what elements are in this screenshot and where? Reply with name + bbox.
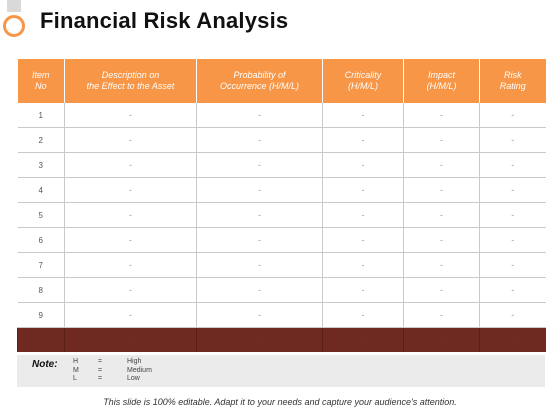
- footer-cell: -: [479, 327, 546, 352]
- cell-probability: -: [196, 127, 323, 153]
- cell-description: -: [64, 252, 197, 278]
- cell-criticality: -: [322, 177, 404, 203]
- table-footer-row: - - - - -: [17, 327, 546, 352]
- cell-risk-rating: -: [479, 277, 546, 303]
- table-row: 6 - - - - -: [17, 227, 546, 253]
- cell-description: -: [64, 302, 197, 328]
- table-row: 4 - - - - -: [17, 177, 546, 203]
- cell-impact: -: [403, 302, 480, 328]
- cell-item-no: 8: [17, 277, 65, 303]
- footer-cell: -: [322, 327, 404, 352]
- footer-cell: [17, 327, 65, 352]
- cell-risk-rating: -: [479, 302, 546, 328]
- page-title: Financial Risk Analysis: [40, 8, 289, 33]
- cell-probability: -: [196, 277, 323, 303]
- table-row: 1 - - - - -: [17, 103, 546, 128]
- cell-description: -: [64, 202, 197, 228]
- footer-cell: -: [196, 327, 323, 352]
- legend-equals: =: [98, 375, 103, 382]
- cell-item-no: 7: [17, 252, 65, 278]
- note-label: Note:: [32, 359, 58, 370]
- cell-item-no: 3: [17, 152, 65, 178]
- cell-description: -: [64, 227, 197, 253]
- cell-criticality: -: [322, 202, 404, 228]
- legend-key: L: [73, 375, 77, 382]
- cell-risk-rating: -: [479, 127, 546, 153]
- legend-value: High: [127, 358, 142, 365]
- legend-key: H: [73, 358, 79, 365]
- legend-row-low: L = Low: [73, 375, 152, 384]
- legend-equals: =: [98, 358, 103, 365]
- top-tab-decoration: [7, 0, 21, 12]
- legend-value: Low: [127, 375, 140, 382]
- header-risk-rating: Risk Rating: [479, 59, 546, 103]
- table-row: 7 - - - - -: [17, 252, 546, 278]
- cell-probability: -: [196, 103, 323, 128]
- legend-row-medium: M = Medium: [73, 367, 152, 376]
- cell-description: -: [64, 177, 197, 203]
- cell-probability: -: [196, 302, 323, 328]
- table-row: 8 - - - - -: [17, 277, 546, 303]
- cell-impact: -: [403, 277, 480, 303]
- risk-table: Item No Description on the Effect to the A…: [17, 59, 546, 352]
- cell-criticality: -: [322, 127, 404, 153]
- cell-risk-rating: -: [479, 252, 546, 278]
- cell-description: -: [64, 277, 197, 303]
- cell-description: -: [64, 127, 197, 153]
- cell-item-no: 1: [17, 103, 65, 128]
- cell-impact: -: [403, 127, 480, 153]
- cell-probability: -: [196, 202, 323, 228]
- legend-row-high: H = High: [73, 358, 152, 367]
- table-row: 5 - - - - -: [17, 202, 546, 228]
- legend-equals: =: [98, 366, 103, 374]
- header-item-no: Item No: [17, 59, 65, 103]
- footer-cell: -: [64, 327, 197, 352]
- cell-impact: -: [403, 152, 480, 178]
- header-description: Description on the Effect to the Asset: [64, 59, 197, 103]
- cell-probability: -: [196, 252, 323, 278]
- footer-cell: -: [403, 327, 480, 352]
- cell-criticality: -: [322, 103, 404, 128]
- rating-legend: H = High M = Medium L = Low: [73, 358, 152, 384]
- slide-caption: This slide is 100% editable. Adapt it to…: [103, 397, 457, 407]
- cell-item-no: 9: [17, 302, 65, 328]
- cell-probability: -: [196, 177, 323, 203]
- cell-item-no: 4: [17, 177, 65, 203]
- cell-criticality: -: [322, 277, 404, 303]
- legend-value: Medium: [127, 366, 152, 374]
- cell-impact: -: [403, 227, 480, 253]
- header-criticality: Criticality (H/M/L): [322, 59, 404, 103]
- cell-impact: -: [403, 252, 480, 278]
- legend-key: M: [73, 366, 79, 374]
- cell-impact: -: [403, 177, 480, 203]
- cell-risk-rating: -: [479, 103, 546, 128]
- cell-description: -: [64, 152, 197, 178]
- note-panel: Note: H = High M = Medium L = Low: [17, 355, 545, 387]
- table-row: 3 - - - - -: [17, 152, 546, 178]
- table-row: 9 - - - - -: [17, 302, 546, 328]
- header-impact: Impact (H/M/L): [403, 59, 480, 103]
- cell-criticality: -: [322, 152, 404, 178]
- cell-risk-rating: -: [479, 202, 546, 228]
- circle-icon: [3, 15, 25, 37]
- cell-item-no: 6: [17, 227, 65, 253]
- cell-description: -: [64, 103, 197, 128]
- cell-impact: -: [403, 103, 480, 128]
- cell-impact: -: [403, 202, 480, 228]
- cell-risk-rating: -: [479, 152, 546, 178]
- cell-criticality: -: [322, 302, 404, 328]
- cell-risk-rating: -: [479, 177, 546, 203]
- cell-probability: -: [196, 227, 323, 253]
- cell-item-no: 2: [17, 127, 65, 153]
- table-row: 2 - - - - -: [17, 127, 546, 153]
- cell-probability: -: [196, 152, 323, 178]
- cell-risk-rating: -: [479, 227, 546, 253]
- cell-criticality: -: [322, 252, 404, 278]
- header-probability: Probability of Occurrence (H/M/L): [196, 59, 323, 103]
- cell-item-no: 5: [17, 202, 65, 228]
- cell-criticality: -: [322, 227, 404, 253]
- table-header-row: Item No Description on the Effect to the A…: [17, 59, 546, 103]
